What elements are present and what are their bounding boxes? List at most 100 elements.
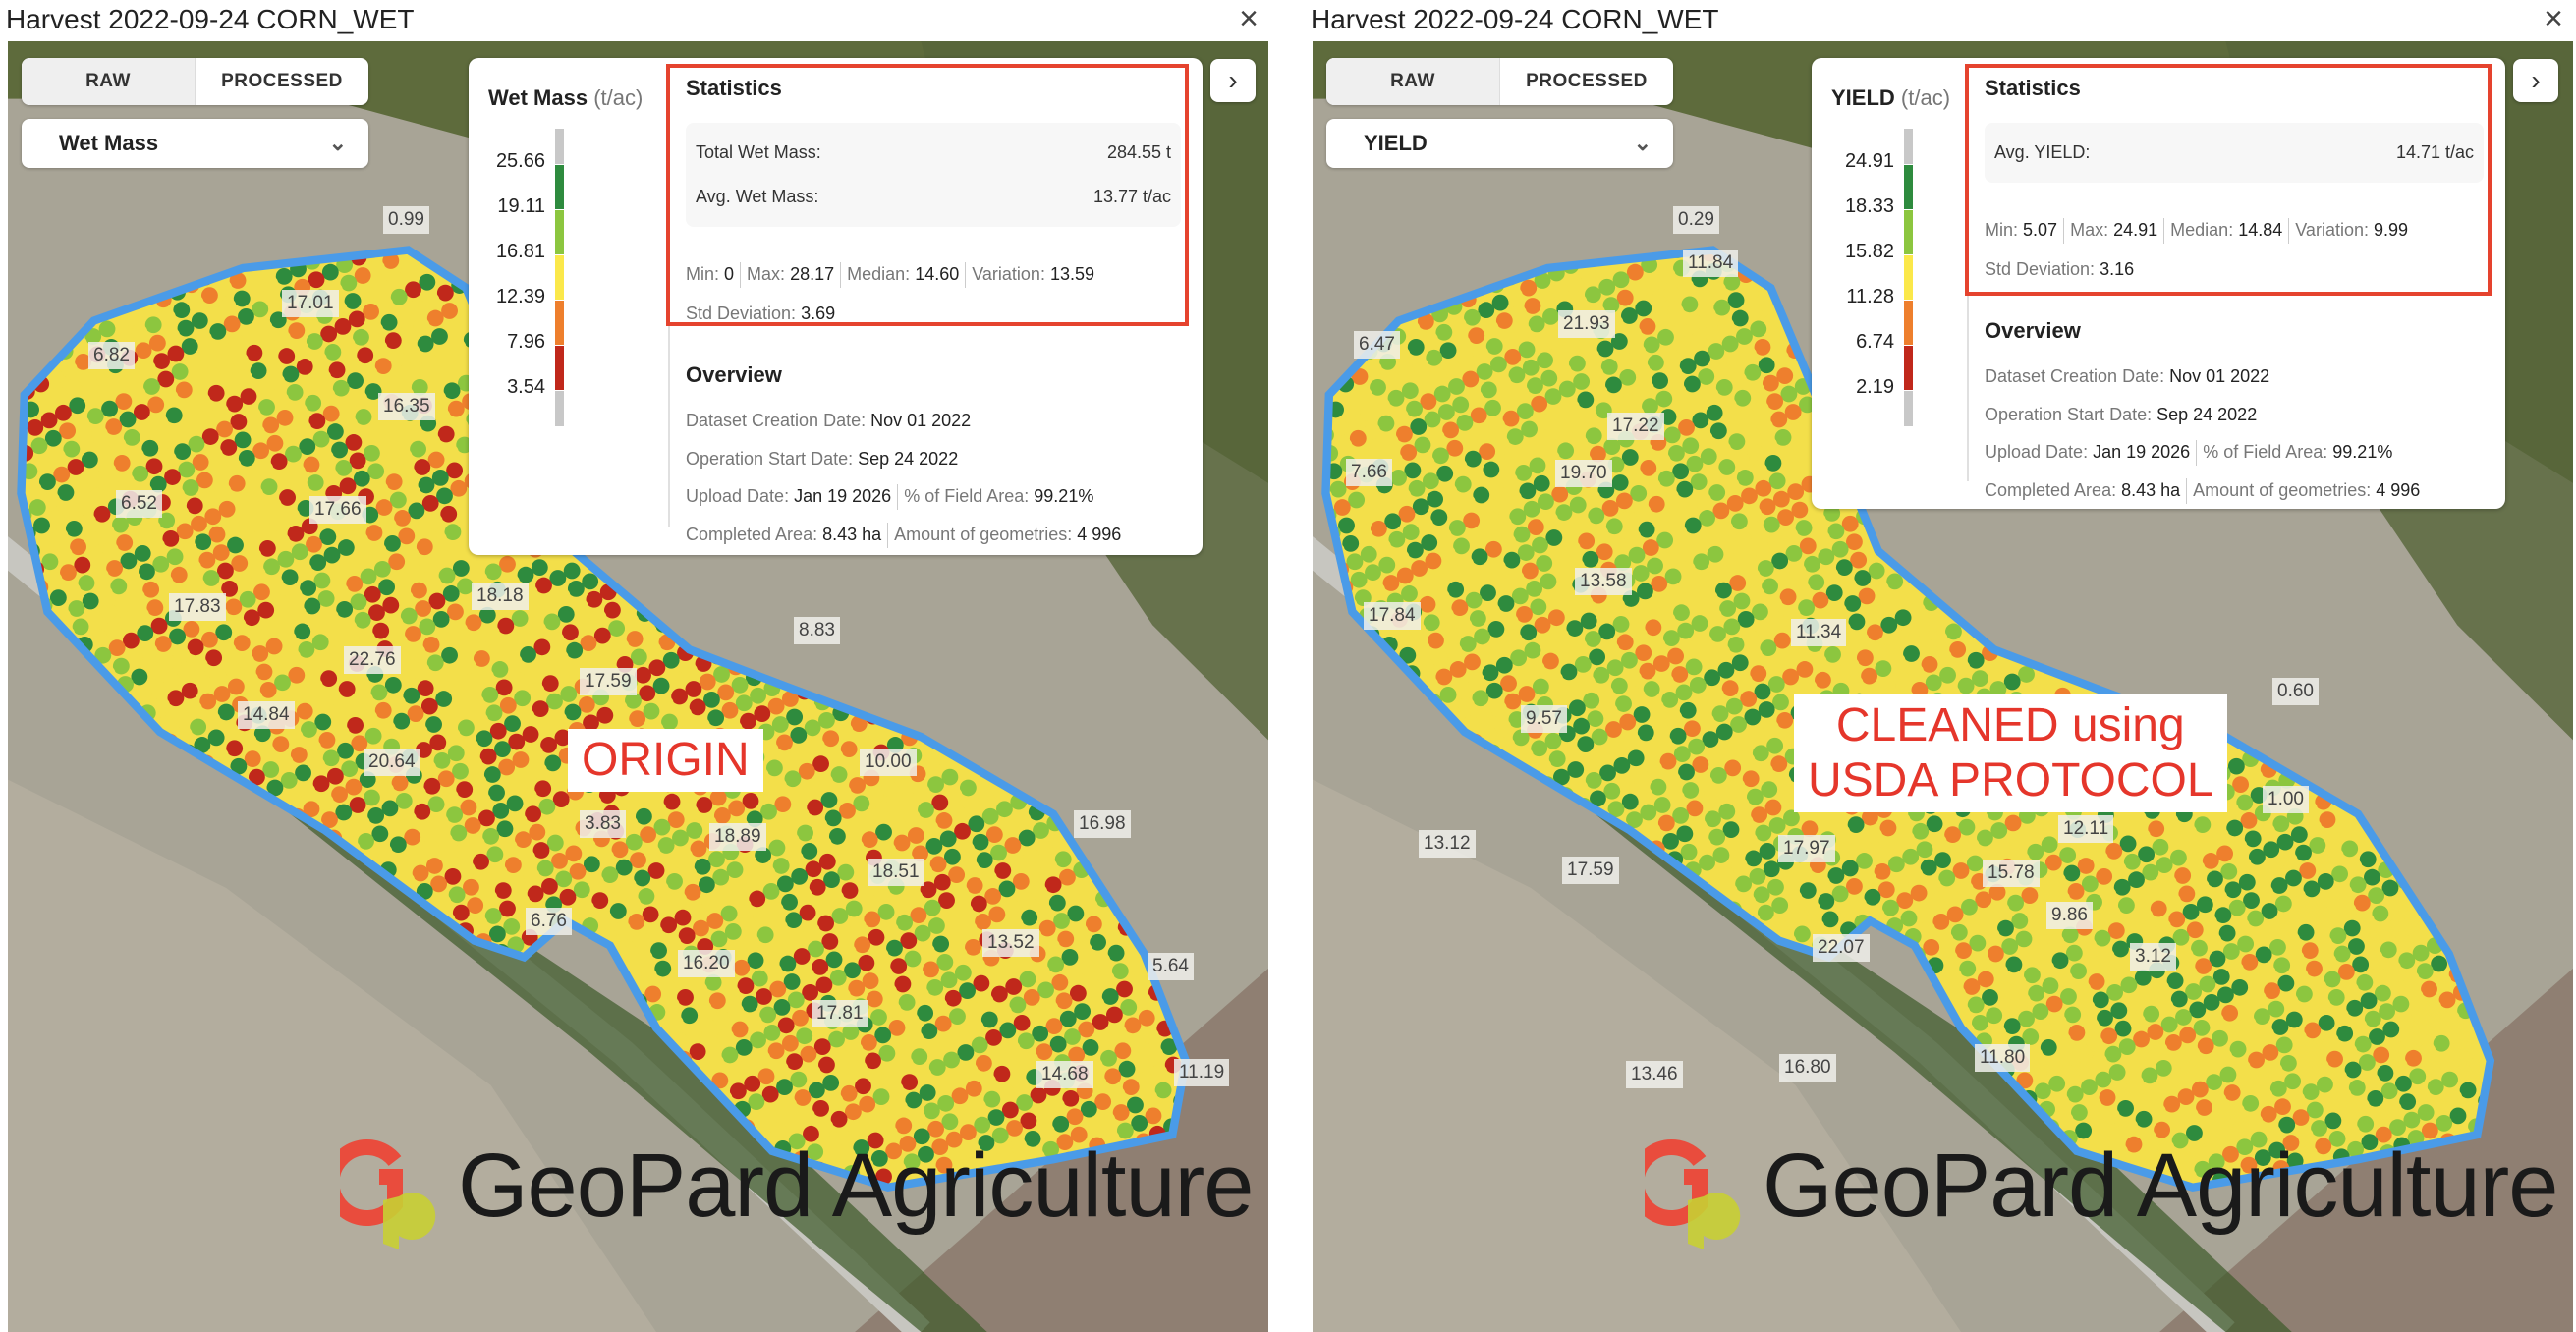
- legend-value: 7.96: [507, 331, 545, 353]
- summary-row: Avg. YIELD: 14.71 t/ac: [1994, 131, 2474, 175]
- overview-label: Dataset Creation Date:: [686, 411, 867, 430]
- overview-row: Upload Date: Jan 19 2026 % of Field Area:…: [686, 477, 1181, 516]
- overview-value: Nov 01 2022: [870, 411, 972, 430]
- map-value-label: 17.83: [169, 593, 226, 621]
- map-value-label: 22.07: [1813, 934, 1870, 962]
- map-value-label: 6.82: [88, 342, 135, 369]
- legend-value: 24.91: [1844, 150, 1894, 172]
- map-value-label: 19.70: [1555, 460, 1612, 487]
- overview-label: Completed Area:: [686, 524, 818, 544]
- overview-label: Dataset Creation Date:: [1985, 366, 2165, 386]
- map-value-label: 6.52: [116, 490, 162, 518]
- geopard-logo: GeoPard Agriculture: [1645, 1122, 2558, 1249]
- legend-title: YIELD (t/ac): [1831, 85, 1967, 111]
- legend-swatch: [1904, 346, 1913, 391]
- field-map[interactable]: 6.82 17.01 16.35 6.52 17.66 18.18 17.83 22.76 14…: [8, 41, 1268, 1332]
- summary-row: Total Wet Mass: 284.55 t: [696, 131, 1171, 175]
- overview-label: % of Field Area:: [2203, 442, 2328, 462]
- map-value-label: 17.22: [1607, 413, 1664, 440]
- annotation-line: ORIGIN: [582, 734, 750, 786]
- legend-unit: (t/ac): [593, 85, 644, 110]
- legend-unit: (t/ac): [1900, 85, 1951, 110]
- tab-raw[interactable]: RAW: [1326, 58, 1500, 105]
- summary-value: 284.55 t: [1106, 142, 1171, 162]
- harvest-window-cleaned: Harvest 2022-09-24 CORN_WET × 6.47 21.93 11…: [1305, 0, 2576, 1332]
- close-icon[interactable]: ×: [1239, 0, 1259, 37]
- map-value-label: 13.46: [1626, 1061, 1683, 1088]
- annotation-line: CLEANED using: [1835, 699, 2185, 751]
- legend-swatch: [555, 346, 564, 391]
- overview-row: Operation Start Date: Sep 24 2022: [1985, 396, 2484, 434]
- overview-label: Upload Date:: [686, 486, 790, 506]
- attribute-select[interactable]: Wet Mass ⌄: [22, 119, 368, 168]
- annotation-label: CLEANED using USDA PROTOCOL: [1794, 694, 2227, 812]
- legend-swatch: [555, 210, 564, 255]
- stat-min-label: Min:: [1985, 220, 2019, 240]
- map-value-label: 17.97: [1778, 835, 1835, 862]
- overview-title: Overview: [1985, 318, 2081, 343]
- overview-row: Completed Area: 8.43 ha Amount of geometr…: [686, 516, 1181, 554]
- stat-max-value: 28.17: [790, 264, 835, 284]
- legend-value: 16.81: [495, 241, 545, 262]
- tab-processed[interactable]: PROCESSED: [1526, 71, 1648, 91]
- overview-section: Overview Dataset Creation Date: Nov 01 20…: [682, 362, 1181, 553]
- map-value-label: 17.66: [309, 496, 366, 524]
- overview-row: Dataset Creation Date: Nov 01 2022: [1985, 358, 2484, 396]
- chevron-right-icon[interactable]: ›: [2513, 59, 2558, 102]
- stat-min-value: 5.07: [2023, 220, 2058, 240]
- map-value-label: 7.66: [1346, 459, 1392, 486]
- chevron-down-icon: ⌄: [328, 131, 347, 155]
- overview-row: Dataset Creation Date: Nov 01 2022: [686, 402, 1181, 440]
- legend-swatch: [555, 165, 564, 210]
- legend-swatch: [1904, 301, 1913, 346]
- map-value-label: 13.12: [1419, 830, 1476, 858]
- stat-std-value: 3.16: [2100, 259, 2135, 279]
- overview-row: Upload Date: Jan 19 2026 % of Field Area:…: [1985, 433, 2484, 472]
- summary-label: Avg. Wet Mass:: [696, 187, 819, 206]
- map-value-label: 1.00: [2263, 786, 2309, 813]
- map-value-label: 8.83: [794, 617, 840, 644]
- geopard-logo: GeoPard Agriculture: [340, 1122, 1254, 1249]
- summary-label: Total Wet Mass:: [696, 142, 821, 162]
- map-value-label: 12.11: [2058, 815, 2114, 843]
- legend-value: 3.54: [507, 376, 545, 398]
- map-value-label: 17.59: [580, 668, 637, 695]
- map-value-label: 11.34: [1791, 619, 1847, 646]
- map-value-label: 17.81: [812, 1000, 868, 1027]
- legend-swatch: [1904, 129, 1913, 165]
- overview-value: Nov 01 2022: [2169, 366, 2270, 386]
- map-value-label: 16.20: [678, 950, 735, 977]
- overview-row: Completed Area: 8.43 ha Amount of geometr…: [1985, 472, 2484, 510]
- legend-title: Wet Mass (t/ac): [488, 85, 668, 111]
- legend-swatch: [1904, 165, 1913, 210]
- legend-color-bar: [555, 129, 564, 427]
- statistics-section: Statistics Avg. YIELD: 14.71 t/ac Min: 5.07…: [1965, 58, 2505, 510]
- overview-label: Amount of geometries:: [2193, 479, 2372, 500]
- stat-min-label: Min:: [686, 264, 720, 284]
- map-value-label: 13.52: [982, 929, 1039, 957]
- legend: Wet Mass (t/ac) 25.66 19.11 16.81 12.39 7.96 3…: [469, 68, 670, 527]
- legend-swatch: [1904, 255, 1913, 301]
- close-icon[interactable]: ×: [2544, 0, 2563, 37]
- map-value-label: 17.84: [1364, 602, 1421, 630]
- field-map[interactable]: 6.47 21.93 11.84 7.66 19.70 17.22 17.84 13.58 11…: [1313, 41, 2573, 1332]
- stat-max-label: Max:: [2070, 220, 2109, 240]
- info-panel: Wet Mass (t/ac) 25.66 19.11 16.81 12.39 7.96 3…: [469, 58, 1203, 555]
- map-value-label: 17.59: [1562, 857, 1619, 884]
- tab-raw[interactable]: RAW: [22, 58, 196, 105]
- statistics-title: Statistics: [1985, 76, 2081, 100]
- overview-label: Operation Start Date:: [686, 448, 854, 469]
- overview-label: % of Field Area:: [904, 486, 1030, 506]
- stat-median-value: 14.60: [915, 264, 960, 284]
- window-title: Harvest 2022-09-24 CORN_WET: [6, 4, 415, 34]
- map-value-label: 18.18: [472, 583, 529, 610]
- attribute-select-value: Wet Mass: [59, 131, 159, 155]
- attribute-select[interactable]: YIELD ⌄: [1326, 119, 1673, 168]
- stat-std-value: 3.69: [801, 304, 836, 323]
- tab-processed[interactable]: PROCESSED: [221, 71, 343, 91]
- chevron-right-icon[interactable]: ›: [1210, 59, 1256, 102]
- summary-value: 14.71 t/ac: [2395, 142, 2474, 162]
- statistics-summary: Avg. YIELD: 14.71 t/ac: [1985, 123, 2484, 183]
- map-value-label: 15.78: [1983, 860, 2040, 887]
- map-value-label: 6.47: [1354, 331, 1400, 359]
